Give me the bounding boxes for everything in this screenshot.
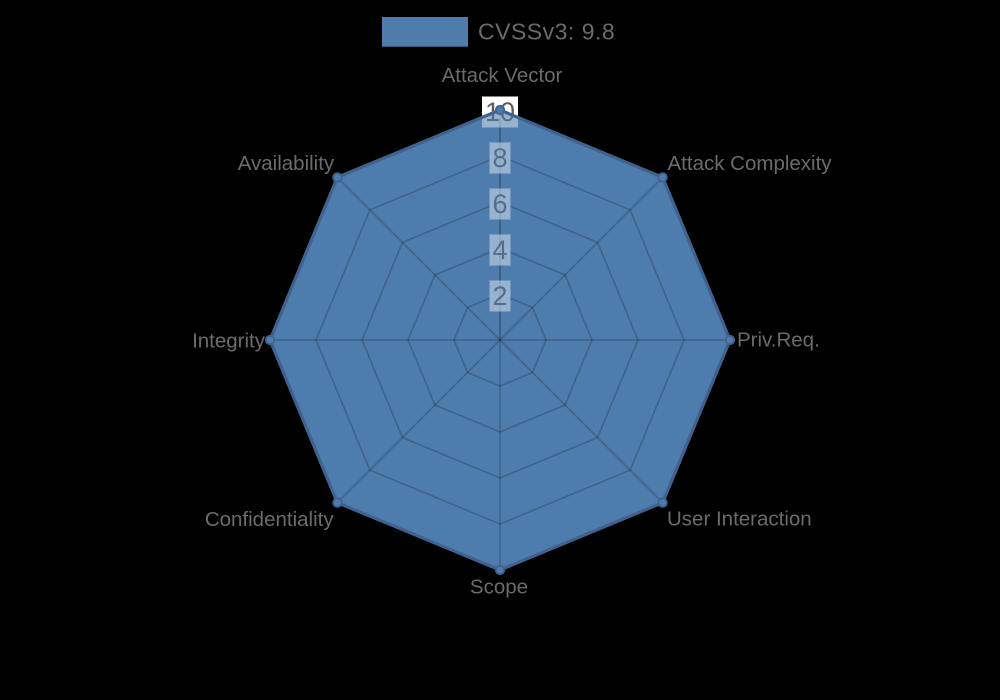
svg-text:Priv.Req.: Priv.Req. bbox=[737, 329, 820, 352]
svg-text:Availability: Availability bbox=[238, 152, 335, 175]
svg-text:Attack Complexity: Attack Complexity bbox=[668, 152, 833, 175]
svg-text:Integrity: Integrity bbox=[192, 330, 266, 353]
svg-text:Scope: Scope bbox=[470, 576, 528, 599]
svg-text:CVSSv3: 9.8: CVSSv3: 9.8 bbox=[478, 19, 615, 45]
svg-text:Confidentiality: Confidentiality bbox=[205, 508, 335, 531]
svg-text:User Interaction: User Interaction bbox=[667, 508, 812, 531]
svg-text:Attack Vector: Attack Vector bbox=[442, 64, 563, 87]
